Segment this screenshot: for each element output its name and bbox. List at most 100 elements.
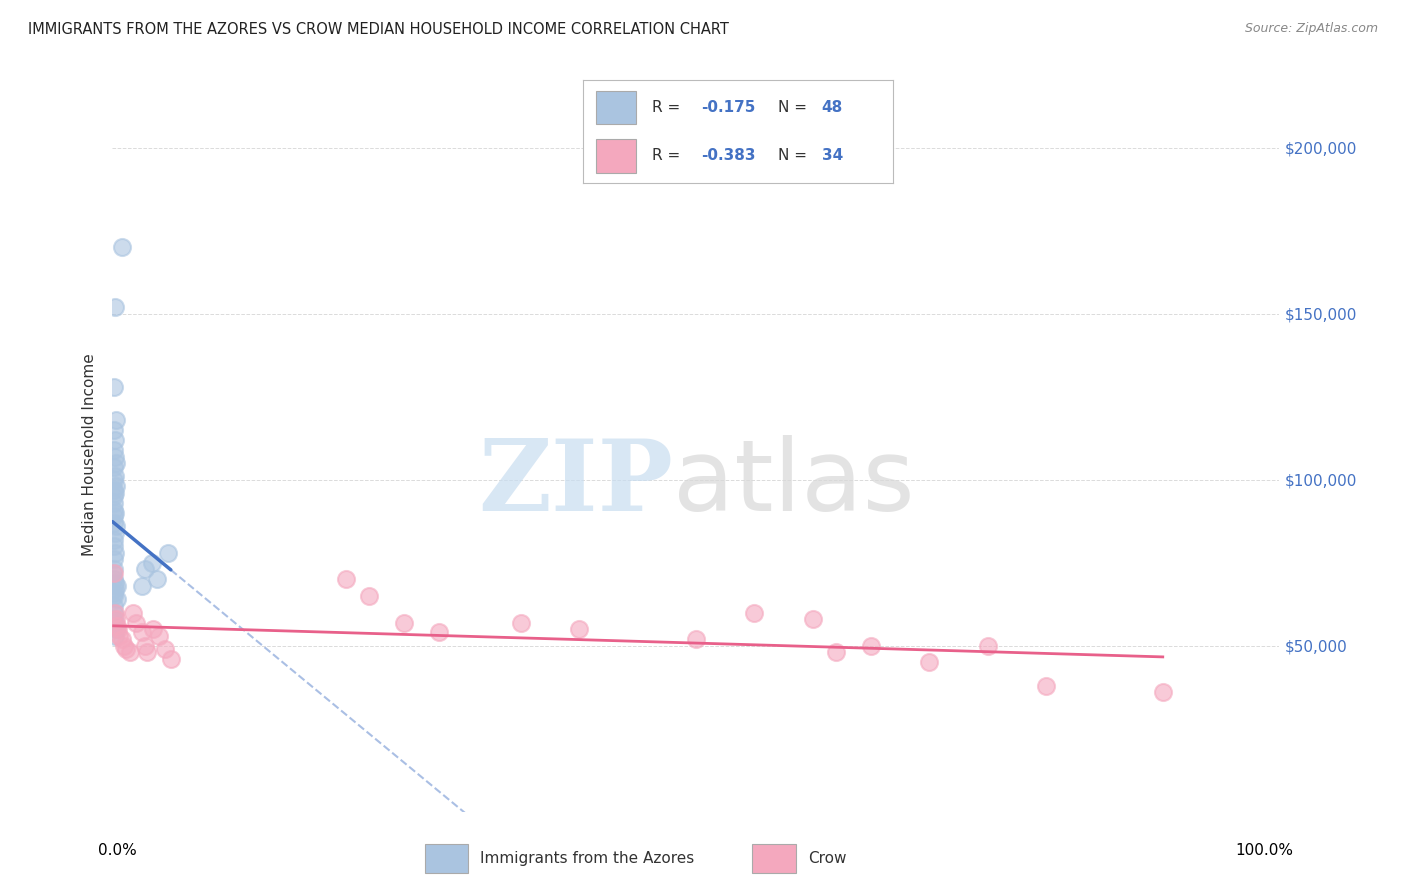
Point [134,562,156,576]
Point [131,579,153,593]
Point [122,606,145,620]
Point [744,606,766,620]
Point [685,632,707,647]
Text: ZIP: ZIP [478,435,672,532]
Point [125,615,148,630]
Point [103,490,125,504]
Text: 48: 48 [821,100,844,115]
Point [103,509,125,524]
Point [146,573,169,587]
Point [104,486,127,500]
Point [103,566,125,580]
Point [101,566,124,580]
Point [104,615,127,630]
Point [115,642,138,657]
Point [104,606,127,620]
Text: R =: R = [651,148,679,162]
Text: Crow: Crow [808,851,846,866]
Point [103,423,125,437]
Point [103,473,125,487]
Point [104,519,127,533]
Point [394,615,416,630]
Point [104,622,127,636]
Point [104,506,127,520]
Text: 100.0%: 100.0% [1236,843,1294,858]
Point [105,579,128,593]
Point [105,592,128,607]
Point [118,645,141,659]
Point [104,582,127,597]
Point [104,629,127,643]
Point [108,629,131,643]
Point [103,483,125,497]
Text: atlas: atlas [672,435,914,532]
Point [153,642,176,657]
Text: R =: R = [651,100,679,115]
Point [104,469,127,483]
Point [103,516,125,530]
Point [112,639,135,653]
Text: IMMIGRANTS FROM THE AZORES VS CROW MEDIAN HOUSEHOLD INCOME CORRELATION CHART: IMMIGRANTS FROM THE AZORES VS CROW MEDIA… [28,22,728,37]
Point [359,589,381,603]
Bar [425,844,468,873]
Point [103,619,125,633]
Point [104,413,127,427]
Point [103,573,125,587]
Text: Source: ZipAtlas.com: Source: ZipAtlas.com [1244,22,1378,36]
Point [136,645,159,659]
Point [131,625,153,640]
Point [860,639,883,653]
Point [103,562,125,576]
Point [157,546,180,560]
Point [134,639,156,653]
Text: N =: N = [779,148,807,162]
Point [111,632,134,647]
Y-axis label: Median Household Income: Median Household Income [82,353,97,557]
Point [104,479,127,493]
Point [105,619,128,633]
Point [104,525,127,540]
Point [801,612,824,626]
Point [1152,685,1174,699]
Point [103,552,125,566]
Text: N =: N = [779,100,807,115]
Point [568,622,591,636]
Point [103,533,125,547]
Point [103,589,125,603]
Point [148,629,170,643]
Point [427,625,450,640]
Point [141,556,163,570]
Point [103,599,125,613]
Text: 34: 34 [821,148,844,162]
Point [104,300,127,314]
Text: -0.383: -0.383 [702,148,755,162]
Point [104,575,127,590]
Point [103,496,125,510]
Point [104,456,127,470]
Point [104,546,127,560]
Text: 0.0%: 0.0% [98,843,138,858]
Point [918,656,941,670]
Point [107,622,129,636]
Point [103,585,125,599]
Point [825,645,848,659]
Point [103,380,125,394]
Bar [752,844,796,873]
Point [142,622,165,636]
Text: -0.175: -0.175 [702,100,755,115]
Point [103,539,125,553]
Text: Immigrants from the Azores: Immigrants from the Azores [481,851,695,866]
Point [103,459,125,474]
Point [104,450,127,464]
Point [104,433,127,447]
Point [103,606,125,620]
Point [111,240,134,254]
Point [976,639,998,653]
Point [509,615,531,630]
Point [1035,679,1057,693]
Bar [596,139,636,173]
Point [103,612,125,626]
Point [104,612,127,626]
Point [335,573,357,587]
Point [160,652,183,666]
